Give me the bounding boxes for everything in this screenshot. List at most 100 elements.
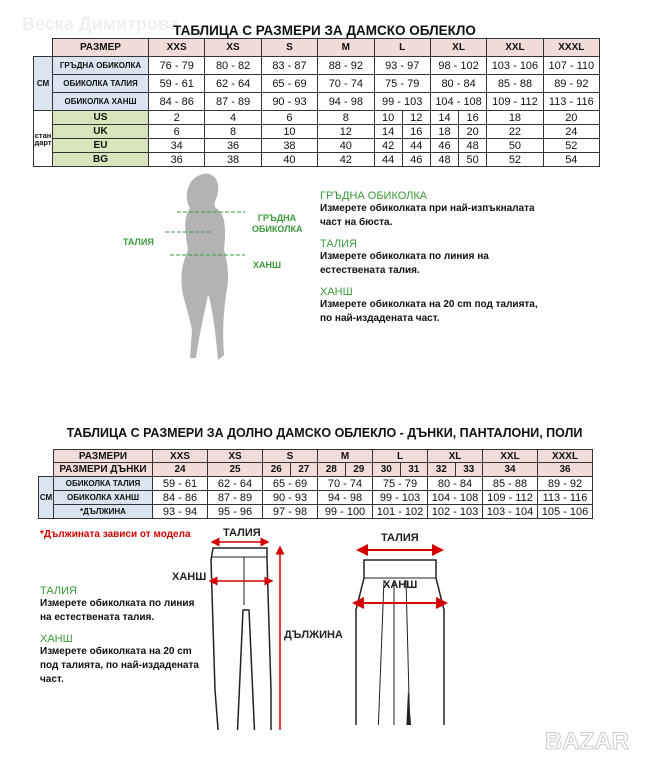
table-cell: 44 [401, 138, 431, 153]
top-table-title: ТАБЛИЦА С РАЗМЕРИ ЗА ДАМСКО ОБЛЕКЛО [173, 23, 476, 38]
bazar-logo: BAZAR [545, 728, 630, 756]
table-cell: 99 - 103 [373, 92, 431, 111]
length-note: *Дължината зависи от модела [40, 529, 191, 540]
size-header: XXXL [537, 449, 593, 463]
size-header: XXL [486, 38, 544, 57]
size-header: XXL [482, 449, 538, 463]
corner-cell [39, 463, 54, 477]
table-cell: 87 - 89 [207, 490, 263, 505]
row-label: US [52, 110, 149, 125]
size-header: M [317, 449, 373, 463]
table-cell: 80 - 84 [427, 476, 483, 491]
table-cell: 70 - 74 [317, 74, 375, 93]
cm-label: СМ [38, 476, 54, 519]
table-cell: 75 - 79 [372, 476, 428, 491]
row-label: ОБИКОЛКА ХАНШ [52, 92, 149, 111]
table-cell: 62 - 64 [204, 74, 262, 93]
table-cell: 28 [317, 462, 346, 477]
header-row: РАЗМЕР XXS XS S M L XL XXL XXXL [34, 38, 601, 57]
header-label: РАЗМЕРИ [53, 449, 153, 463]
table-cell: 8 [204, 124, 262, 139]
size-header: L [372, 449, 428, 463]
bust-label: ГРЪДНА ОБИКОЛКА [252, 213, 303, 234]
row-label: ОБИКОЛКА ТАЛИЯ [52, 74, 149, 93]
table-cell: 10 [373, 110, 403, 125]
table-cell: 109 - 112 [486, 92, 544, 111]
table-cell: 109 - 112 [482, 490, 538, 505]
table-cell: 94 - 98 [317, 92, 375, 111]
table-cell: 76 - 79 [147, 56, 206, 75]
table-cell: 38 [260, 138, 319, 153]
table-cell: 80 - 84 [429, 74, 488, 93]
instruction-block: ХАНШ Измерете обиколката на 20 cm под тал… [40, 633, 205, 687]
table-cell: 88 - 92 [317, 56, 375, 75]
table-cell: 42 [373, 138, 403, 153]
table-row: ОБИКОЛКА ХАНШ 84 - 86 87 - 89 90 - 93 94 - 9… [39, 490, 593, 505]
table-cell: 12 [317, 124, 375, 139]
table-row: СМ ГРЪДНА ОБИКОЛКА 76 - 79 80 - 82 83 - 87 88… [33, 56, 601, 111]
table-cell: 102 - 103 [427, 504, 483, 519]
table-row: *ДЪЛЖИНА 93 - 94 95 - 96 97 - 98 99 - 100 101… [39, 504, 593, 519]
table-cell: 95 - 96 [207, 504, 263, 519]
row-label: РАЗМЕРИ ДЪНКИ [53, 462, 153, 477]
woman-silhouette [181, 173, 228, 360]
skirt-drawing [352, 544, 448, 725]
instruction-heading: ГРЪДНА ОБИКОЛКА [320, 190, 428, 202]
corner-cell [39, 450, 54, 463]
table-cell: 10 [260, 124, 319, 139]
table-cell: 6 [260, 110, 319, 125]
row-label: ОБИКОЛКА ХАНШ [53, 490, 153, 505]
table-cell: 101 - 102 [372, 504, 428, 519]
table-cell: 48 [458, 138, 488, 153]
table-cell: 27 [289, 462, 318, 477]
table-cell: 33 [454, 462, 483, 477]
table-cell: 80 - 82 [204, 56, 262, 75]
instruction-heading: ХАНШ [40, 633, 73, 645]
table-row: стандарт US 2 4 6 8 10 12 14 16 18 20 [33, 110, 601, 167]
table-cell: 90 - 93 [260, 92, 319, 111]
table-cell: 65 - 69 [262, 476, 318, 491]
table-cell: 98 - 102 [429, 56, 488, 75]
size-header: L [373, 38, 431, 57]
size-header: XS [207, 449, 263, 463]
table-cell: 89 - 92 [542, 74, 601, 93]
instruction-heading: ТАЛИЯ [40, 585, 78, 597]
size-header: XXXL [542, 38, 601, 57]
table-cell: 20 [458, 124, 488, 139]
measurement-instructions: ГРЪДНА ОБИКОЛКА Измерете обиколката при н… [320, 190, 545, 334]
size-header: XXS [152, 449, 208, 463]
table-cell: 89 - 92 [537, 476, 593, 491]
size-header: XS [204, 38, 262, 57]
watermark: Веска Димитрова [22, 14, 179, 34]
table-cell: 31 [399, 462, 428, 477]
table-cell: 52 [486, 152, 544, 167]
table-row: ОБИКОЛКА ХАНШ 84 - 86 87 - 89 90 - 93 94 - 9… [34, 92, 601, 111]
instruction-text: Измерете обиколката по линия на естестве… [40, 598, 195, 623]
bottoms-size-table: РАЗМЕРИ XXS XS S M L XL XXL XXXL РАЗМЕРИ ДЪНКИ 24 2… [38, 449, 593, 519]
women-size-table: РАЗМЕР XXS XS S M L XL XXL XXXL СМ ГРЪДНА ОБИКОЛКА… [33, 38, 601, 167]
table-cell: 113 - 116 [537, 490, 593, 505]
corner-cell [34, 39, 53, 57]
cm-label: СМ [33, 56, 53, 111]
table-cell: 18 [429, 124, 460, 139]
size-header: S [260, 38, 319, 57]
table-cell: 93 - 97 [373, 56, 431, 75]
pants-hip-label: ХАНШ [172, 571, 207, 583]
table-cell: 29 [344, 462, 373, 477]
instruction-text: Измерете обиколката на 20 cm под талията… [320, 299, 538, 324]
standard-label: стандарт [33, 110, 53, 167]
table-cell: 83 - 87 [260, 56, 319, 75]
size-header: XXS [147, 38, 206, 57]
bottom-instructions: ТАЛИЯ Измерете обиколката по линия на ест… [40, 585, 205, 695]
pants-waist-label: ТАЛИЯ [223, 527, 261, 539]
skirt-hip-label: ХАНШ [383, 579, 418, 591]
table-cell: 93 - 94 [152, 504, 208, 519]
row-label: *ДЪЛЖИНА [53, 504, 153, 519]
table-cell: 24 [542, 124, 601, 139]
table-cell: 12 [401, 110, 431, 125]
table-cell: 8 [317, 110, 375, 125]
table-cell: 44 [373, 152, 403, 167]
hip-label: ХАНШ [253, 260, 282, 270]
size-header: XL [427, 449, 483, 463]
table-cell: 84 - 86 [147, 92, 206, 111]
